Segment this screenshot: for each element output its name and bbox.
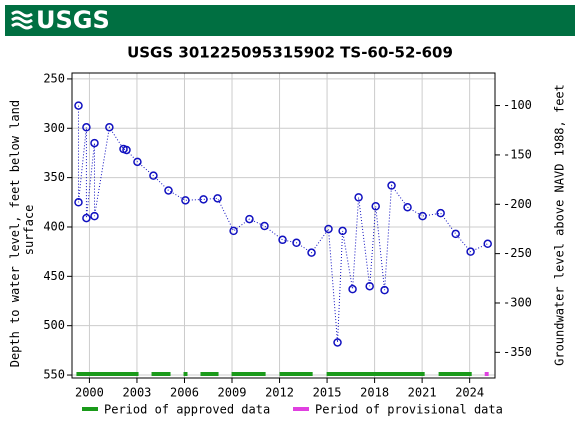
period-bar — [200, 372, 219, 376]
data-point — [380, 285, 389, 295]
x-tick-label: 2003 — [123, 386, 152, 400]
data-point — [213, 194, 222, 203]
data-line — [77, 105, 488, 343]
period-bar — [279, 372, 313, 376]
data-point — [333, 338, 342, 347]
data-point — [371, 202, 380, 211]
data-point — [451, 229, 460, 239]
data-point — [149, 171, 158, 180]
data-point — [365, 281, 374, 291]
data-point — [122, 145, 131, 155]
data-point — [403, 202, 412, 212]
y2-tick-label: -300 — [503, 295, 532, 309]
y-axis-label-line: Depth to water level, feet below land — [8, 100, 22, 367]
y2-tick-label: -200 — [503, 197, 532, 211]
data-point — [133, 157, 142, 167]
plot-frame — [71, 72, 496, 379]
x-tick-label: 2024 — [455, 386, 484, 400]
period-bar — [76, 372, 139, 376]
y2-tick-label: -350 — [503, 345, 532, 359]
data-point — [199, 195, 208, 204]
y-tick-label: 300 — [43, 121, 65, 135]
x-tick-label: 2009 — [218, 386, 247, 400]
y2-tick-label: -150 — [503, 147, 532, 161]
y-tick-label: 250 — [43, 71, 65, 85]
y-tick-label: 550 — [43, 368, 65, 382]
data-point — [324, 224, 333, 234]
period-bar — [151, 372, 171, 376]
data-point — [82, 123, 91, 132]
data-point — [483, 239, 492, 249]
data-point — [466, 247, 475, 256]
data-point — [338, 226, 347, 236]
x-tick-label: 2006 — [170, 386, 199, 400]
x-tick-label: 2018 — [360, 386, 389, 400]
y-axis-label: Depth to water level, feet below land su… — [8, 93, 36, 368]
data-point — [74, 101, 83, 110]
data-point — [90, 211, 99, 221]
y2-tick-label: -250 — [503, 246, 532, 260]
data-point — [348, 284, 357, 294]
data-point — [90, 138, 99, 148]
data-point — [292, 238, 301, 248]
x-tick-label: 2000 — [75, 386, 104, 400]
data-point — [164, 186, 173, 195]
legend-label: Period of provisional data — [315, 403, 503, 417]
logo-icon — [11, 10, 33, 30]
legend-label: Period of approved data — [104, 403, 270, 417]
data-point — [387, 181, 396, 190]
data-point — [105, 123, 114, 132]
logo-text: USGS — [36, 6, 110, 34]
x-tick-label: 2021 — [408, 386, 437, 400]
data-point — [245, 214, 254, 224]
x-tick-label: 2012 — [265, 386, 294, 400]
data-point — [418, 211, 427, 221]
data-point — [436, 208, 445, 218]
data-point — [278, 235, 287, 245]
period-bar — [484, 372, 489, 376]
y2-axis-label: Groundwater level above NAVD 1988, feet — [553, 84, 567, 366]
y-tick-label: 500 — [43, 318, 65, 332]
period-bar — [231, 372, 266, 376]
chart-title: USGS 301225095315902 TS-60-52-609 — [127, 44, 453, 62]
y2-tick-label: -100 — [503, 98, 532, 112]
period-bar — [438, 372, 472, 376]
data-point — [181, 196, 190, 205]
data-point — [229, 226, 238, 236]
data-point — [74, 198, 83, 207]
data-point — [307, 248, 316, 257]
y-axis-label-line: surface — [22, 205, 36, 256]
period-bar — [326, 372, 425, 376]
header-bar — [5, 5, 575, 36]
data-point — [354, 193, 363, 202]
x-tick-label: 2015 — [313, 386, 342, 400]
y-tick-label: 450 — [43, 269, 65, 283]
y-tick-label: 400 — [43, 219, 65, 233]
y-tick-label: 350 — [43, 170, 65, 184]
period-bar — [183, 372, 188, 376]
data-point — [82, 213, 91, 223]
data-point — [260, 221, 269, 231]
